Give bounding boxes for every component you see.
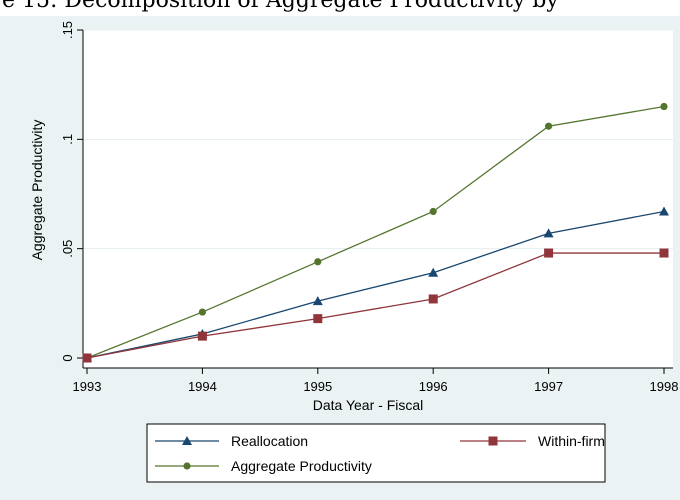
- x-tick-label: 1995: [303, 379, 332, 394]
- y-axis-ticks: 0 .05 .1 .15: [60, 21, 83, 362]
- data-point: [198, 308, 206, 316]
- legend-marker: [488, 436, 498, 446]
- data-point: [543, 228, 554, 238]
- series-lines: [82, 102, 669, 363]
- legend-label: Reallocation: [231, 433, 308, 449]
- data-point: [197, 331, 207, 341]
- x-tick-label: 1993: [73, 379, 102, 394]
- legend-marker: [183, 462, 191, 470]
- data-point: [312, 296, 323, 306]
- series-line-within-firm: [86, 252, 664, 359]
- y-tick-label: .15: [60, 21, 75, 39]
- y-axis-title: Aggregate Productivity: [29, 120, 45, 261]
- y-tick-label: 0: [60, 354, 75, 361]
- legend-label: Within-firm: [538, 433, 605, 449]
- data-point: [544, 248, 554, 258]
- legend-box: [146, 423, 606, 483]
- data-point: [428, 294, 438, 304]
- data-point: [660, 102, 668, 111]
- series-line-reallocation: [86, 210, 665, 359]
- x-tick-label: 1994: [188, 379, 217, 394]
- x-axis-title: Data Year - Fiscal: [313, 397, 424, 413]
- legend-label: Aggregate Productivity: [231, 458, 372, 474]
- x-tick-label: 1998: [650, 379, 679, 394]
- legend: Reallocation Within-firm Aggregate Product…: [146, 423, 606, 483]
- y-tick-label: .1: [60, 134, 75, 145]
- data-point: [428, 267, 439, 277]
- data-point: [429, 207, 437, 216]
- y-tick-label: .05: [60, 240, 75, 258]
- data-point: [313, 314, 323, 324]
- legend-marker: [182, 436, 192, 445]
- data-point: [659, 248, 669, 258]
- data-point: [659, 206, 669, 216]
- x-tick-label: 1997: [534, 379, 563, 394]
- series-line-aggregate-productivity: [86, 105, 665, 359]
- data-point: [82, 353, 92, 363]
- data-point: [314, 258, 322, 266]
- figure-caption: e 15: Decomposition of Aggregate Product…: [0, 0, 680, 16]
- data-point: [545, 122, 553, 130]
- plot-area: [83, 30, 673, 368]
- grid-lines: [84, 29, 673, 250]
- x-axis-ticks: 1993 1994 1995 1996 1997 1998: [73, 368, 679, 394]
- x-tick-label: 1996: [419, 379, 448, 394]
